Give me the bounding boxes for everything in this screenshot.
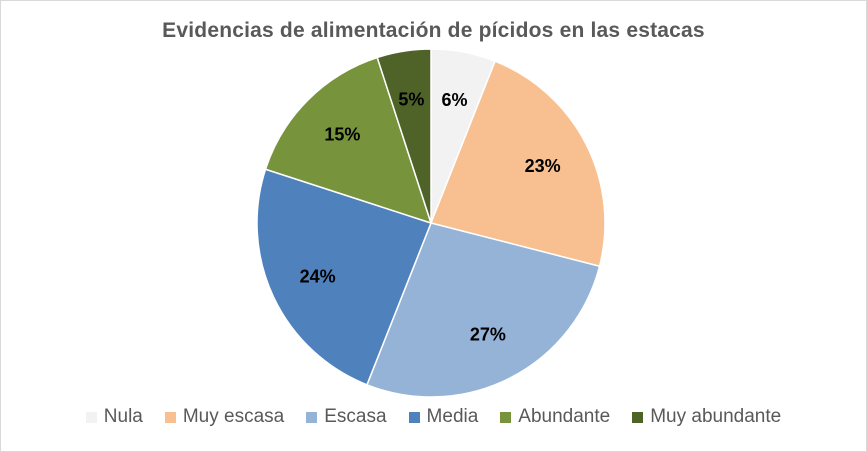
data-label-escasa: 27% [470, 325, 506, 345]
data-label-abundante: 15% [324, 124, 360, 144]
legend-label: Escasa [324, 406, 387, 427]
chart-legend: Nula Muy escasa Escasa Media Abundante Muy ab… [1, 406, 866, 428]
legend-swatch [632, 411, 644, 423]
data-label-media: 24% [300, 266, 336, 286]
legend-item-muy-abundante: Muy abundante [632, 406, 781, 428]
legend-item-nula: Nula [85, 406, 143, 428]
chart-title: Evidencias de alimentación de pícidos en… [162, 19, 705, 42]
pie-slice-abundante [264, 56, 433, 225]
legend-swatch [500, 411, 512, 423]
legend-swatch [85, 411, 97, 423]
legend-item-media: Media [408, 406, 479, 428]
data-label-muy-abundante: 5% [398, 89, 424, 109]
data-label-muy-escasa: 23% [525, 156, 561, 176]
legend-swatch [164, 411, 176, 423]
pie-slice-muy-abundante [376, 48, 432, 224]
legend-label: Muy escasa [182, 406, 285, 427]
legend-item-muy-escasa: Muy escasa [164, 406, 285, 428]
legend-item-escasa: Escasa [306, 406, 387, 428]
legend-label: Nula [103, 406, 143, 427]
pie-slice-media [256, 168, 432, 386]
legend-swatch [306, 411, 318, 423]
data-label-nula: 6% [441, 90, 467, 110]
legend-label: Media [426, 406, 479, 427]
pie-slice-muy-escasa [429, 60, 606, 268]
legend-label: Muy abundante [650, 406, 782, 427]
legend-swatch [408, 411, 420, 423]
legend-label: Abundante [518, 406, 611, 427]
legend-item-abundante: Abundante [500, 406, 610, 428]
pie-slice-escasa [365, 222, 601, 398]
